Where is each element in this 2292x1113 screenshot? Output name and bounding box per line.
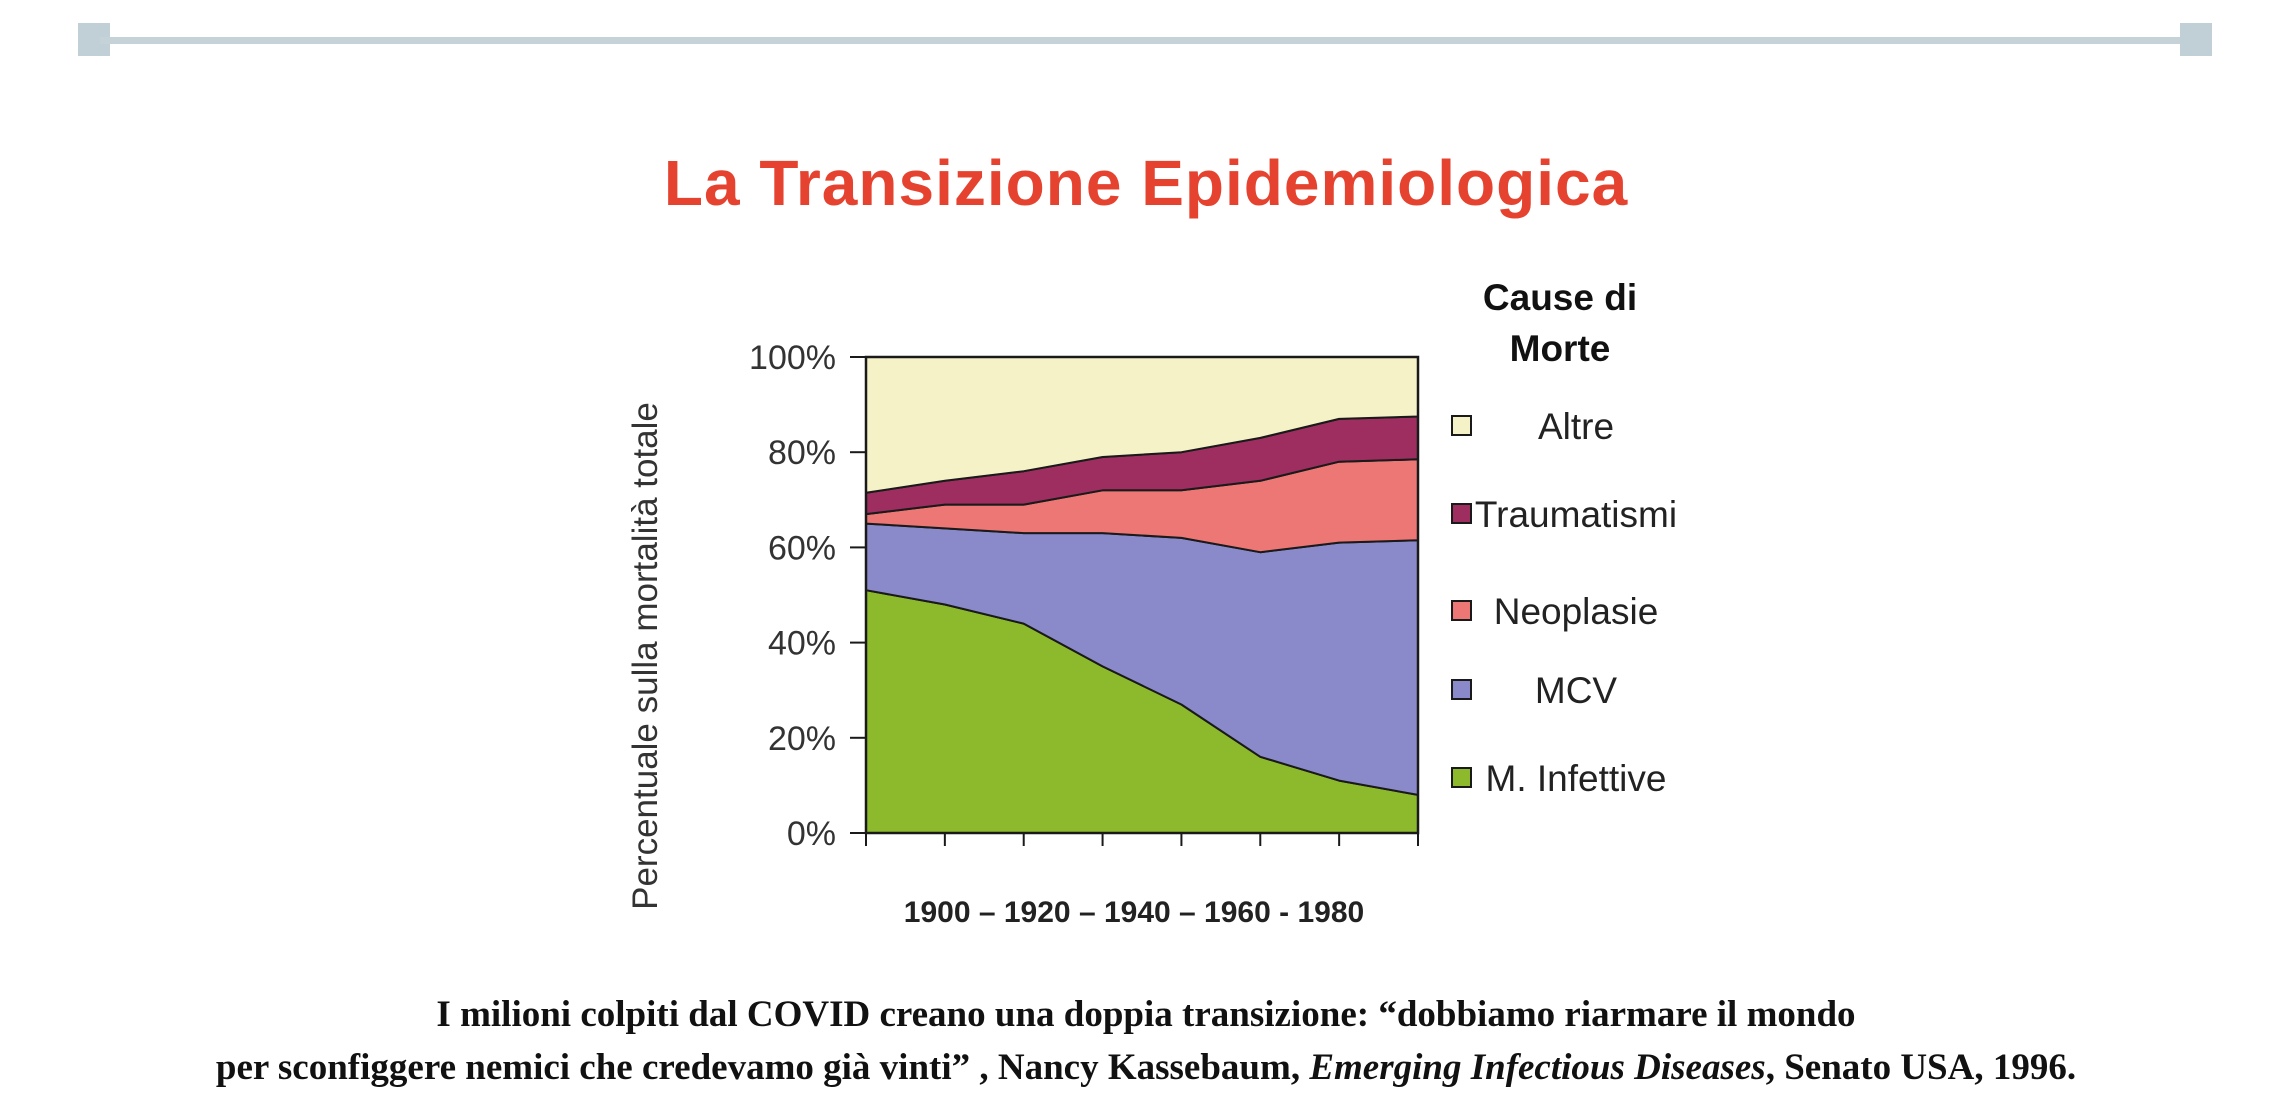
legend-label-neoplasie: Neoplasie	[1494, 591, 1659, 632]
legend-title-line2: Morte	[1510, 328, 1611, 369]
axes-layer: 0% 20% 40% 60% 80% 100%	[749, 339, 1420, 853]
y-tick-label: 0%	[787, 815, 836, 853]
legend-swatch-m-infettive	[1451, 767, 1472, 788]
caption-line-2: per sconfiggere nemici che credevamo già…	[0, 1046, 2292, 1089]
caption-line-2-suffix: , Senato USA, 1996.	[1765, 1047, 2077, 1088]
y-tick-label: 100%	[749, 339, 836, 377]
x-axis-caption: 1900 – 1920 – 1940 – 1960 - 1980	[904, 896, 1364, 929]
legend: Cause di Morte Altre Traumatismi Neoplasie…	[1451, 277, 1677, 799]
y-tick-label: 80%	[768, 434, 836, 472]
chart-title: La Transizione Epidemiologica	[663, 147, 1629, 219]
y-tick-label: 40%	[768, 625, 836, 663]
caption-line-1: I milioni colpiti dal COVID creano una d…	[436, 994, 1856, 1035]
y-tick-label: 20%	[768, 720, 836, 758]
legend-label-mcv: MCV	[1535, 670, 1618, 711]
caption-line-2-text: per sconfiggere nemici che credevamo già…	[215, 1047, 1310, 1088]
legend-label-traumatismi: Traumatismi	[1475, 494, 1677, 535]
legend-swatch-altre	[1451, 415, 1472, 436]
legend-swatch-mcv	[1451, 679, 1472, 700]
plot-border	[864, 355, 1420, 835]
legend-title-line1: Cause di	[1483, 277, 1637, 318]
top-rule	[100, 37, 2190, 44]
chart: 0% 20% 40% 60% 80% 100% Percentuale sulla mor…	[626, 277, 1677, 929]
legend-label-altre: Altre	[1538, 406, 1614, 447]
y-tick-label: 60%	[768, 529, 836, 567]
top-rule-right-cap	[2180, 23, 2212, 56]
legend-swatch-traumatismi	[1451, 503, 1472, 524]
legend-label-m-infettive: M. Infettive	[1486, 758, 1667, 799]
caption-journal-title: Emerging Infectious Diseases	[1309, 1047, 1766, 1088]
area-series-layer	[865, 356, 1419, 834]
y-axis-title: Percentuale sulla mortalità totale	[626, 402, 665, 910]
legend-swatch-neoplasie	[1451, 600, 1472, 621]
